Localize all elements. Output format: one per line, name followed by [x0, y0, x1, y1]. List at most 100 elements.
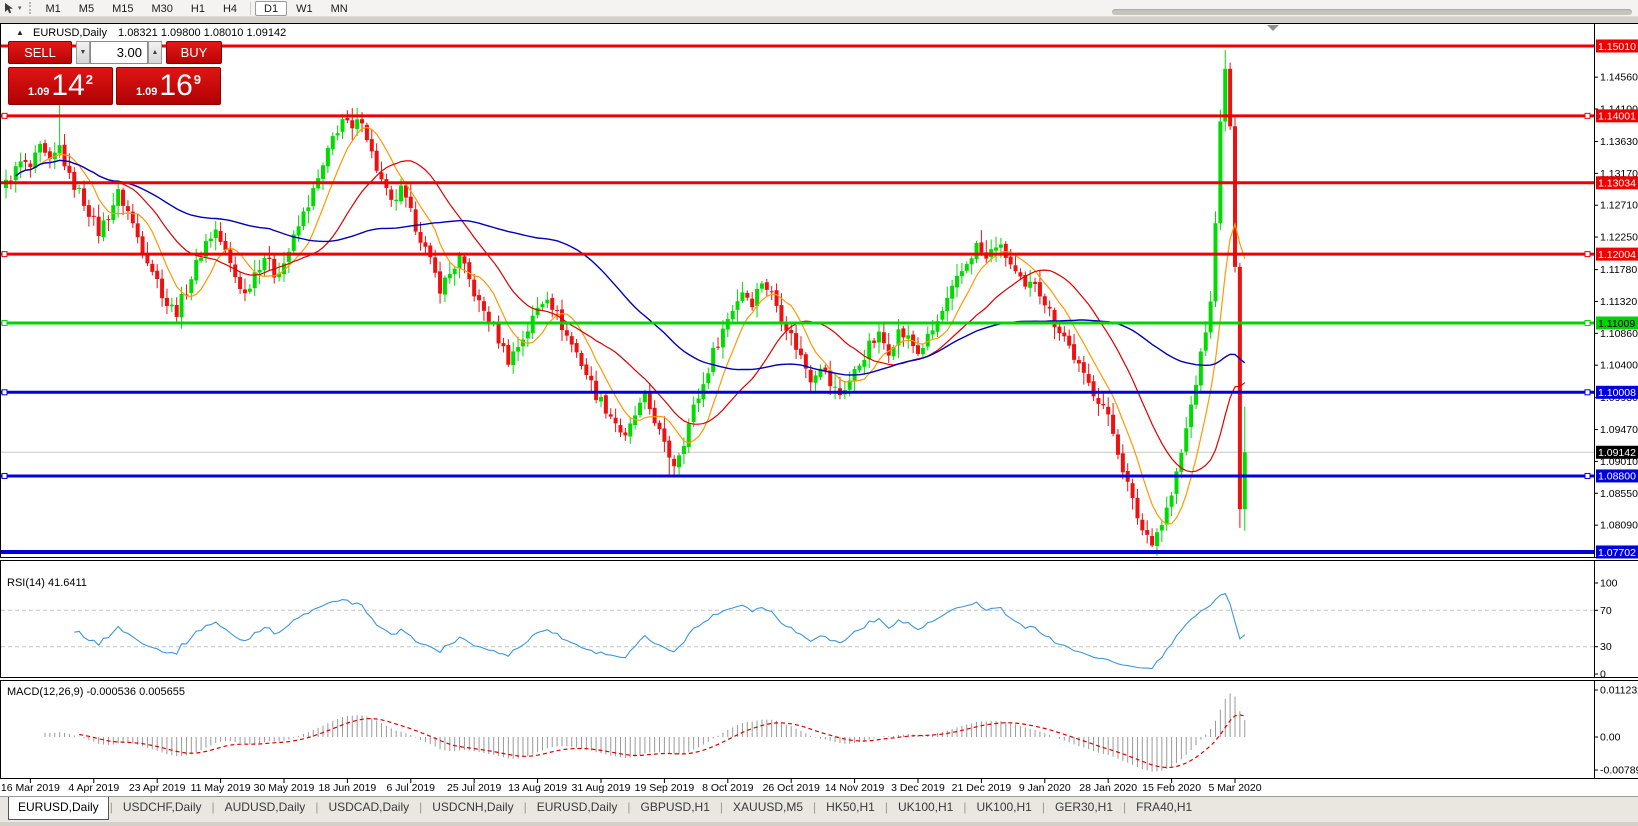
timeframe-button-d1[interactable]: D1: [255, 0, 288, 16]
timeframe-toolbar: ▾ M1 M5 M15 M30 H1 H4 D1 W1 MN: [0, 0, 1638, 17]
candle-body: [486, 311, 491, 322]
volume-input[interactable]: [90, 41, 148, 64]
chart-tab-eurusd-daily[interactable]: EURUSD,Daily: [8, 797, 109, 820]
candle-body: [379, 172, 384, 180]
line-anchor-marker[interactable]: [1, 389, 8, 396]
candle-body: [1115, 434, 1120, 455]
candle-body: [779, 305, 784, 322]
line-anchor-marker[interactable]: [1584, 320, 1591, 327]
candle-body: [1169, 495, 1174, 507]
candle-body: [481, 301, 486, 311]
timeframe-button-mn[interactable]: MN: [322, 1, 357, 16]
crosshair-tool-button[interactable]: ▾: [0, 1, 25, 16]
candle-body: [38, 143, 43, 153]
line-anchor-marker[interactable]: [1, 112, 8, 119]
candle-body: [18, 161, 23, 168]
chart-shift-marker-icon[interactable]: [1267, 25, 1279, 31]
line-anchor-marker[interactable]: [1584, 112, 1591, 119]
date-axis-label: 15 Feb 2020: [1142, 782, 1201, 794]
price-line-tag-text: 1.07702: [1598, 547, 1636, 559]
candle-body: [896, 329, 901, 346]
candle-body: [1174, 471, 1179, 494]
line-anchor-marker[interactable]: [1584, 472, 1591, 479]
chart-tab-usdcnh-daily[interactable]: USDCNH,Daily: [432, 800, 514, 814]
candle-body: [1033, 281, 1038, 284]
spread-decrease-button[interactable]: ▼: [76, 41, 90, 64]
candle-body: [47, 151, 52, 159]
timeframe-button-h1[interactable]: H1: [182, 1, 214, 16]
line-anchor-marker[interactable]: [1, 472, 8, 479]
candle-body: [1140, 519, 1145, 531]
chart-tab-fra40-h1[interactable]: FRA40,H1: [1136, 800, 1193, 814]
candle-body: [355, 119, 360, 129]
candle-body: [545, 299, 550, 304]
candle-body: [369, 139, 374, 152]
price-axis-tick: 1.08090: [1600, 520, 1638, 532]
candle-body: [511, 351, 516, 366]
price-axis-tick: 1.14560: [1600, 72, 1638, 84]
timeframe-button-h4[interactable]: H4: [214, 1, 246, 16]
chart-tab-gbpusd-h1[interactable]: GBPUSD,H1: [640, 800, 710, 814]
cursor-arrow-icon: [5, 2, 13, 13]
candle-body: [91, 215, 96, 217]
timeframe-buttons: M1 M5 M15 M30 H1 H4 D1 W1 MN: [37, 0, 357, 16]
candle-body: [540, 304, 545, 308]
candle-body: [657, 422, 662, 430]
timeframe-button-m15[interactable]: M15: [103, 1, 142, 16]
rsi-axis-tick: 70: [1600, 605, 1612, 617]
candle-body: [955, 275, 960, 288]
tab-separator: |: [884, 800, 888, 814]
candle-body: [647, 392, 652, 410]
candle-body: [223, 240, 228, 251]
price-axis-tick: 1.12250: [1600, 232, 1638, 244]
collapse-triangle-icon[interactable]: ▲: [16, 28, 24, 37]
candle-body: [1096, 397, 1101, 404]
timeframe-button-m5[interactable]: M5: [70, 1, 103, 16]
spread-increase-button[interactable]: ▲: [148, 41, 162, 64]
price-line-tag: [1596, 445, 1638, 459]
candle-body: [881, 332, 886, 344]
timeframe-button-w1[interactable]: W1: [287, 1, 322, 16]
candle-body: [608, 414, 613, 417]
candle-body: [901, 328, 906, 338]
candle-body: [755, 288, 760, 306]
date-axis-label: 13 Aug 2019: [508, 782, 567, 794]
tab-separator: |: [1041, 800, 1045, 814]
line-anchor-marker[interactable]: [1584, 251, 1591, 258]
line-anchor-marker[interactable]: [1, 320, 8, 327]
chart-tab-audusd-daily[interactable]: AUDUSD,Daily: [224, 800, 306, 814]
timeframe-button-m30[interactable]: M30: [142, 1, 181, 16]
chart-tab-ger30-h1[interactable]: GER30,H1: [1054, 800, 1114, 814]
price-line-tag: [1596, 316, 1638, 330]
candle-body: [1037, 282, 1042, 297]
candle-body: [447, 273, 452, 279]
chart-tab-hk50-h1[interactable]: HK50,H1: [826, 800, 875, 814]
buy-button[interactable]: BUY: [166, 41, 222, 64]
candle-body: [574, 343, 579, 353]
sell-button[interactable]: SELL: [8, 41, 72, 64]
candle-body: [423, 242, 428, 247]
line-anchor-marker[interactable]: [1584, 389, 1591, 396]
buy-price-button[interactable]: 1.09 16 9: [116, 67, 221, 105]
pane-border: [0, 560, 1595, 678]
chart-tab-uk100-h1[interactable]: UK100,H1: [897, 800, 954, 814]
candle-body: [1237, 266, 1242, 510]
rsi-axis-tick: 0: [1600, 669, 1606, 681]
chart-tab-eurusd-daily[interactable]: EURUSD,Daily: [536, 800, 618, 814]
price-line-tag-text: 1.13034: [1598, 178, 1636, 190]
line-anchor-marker[interactable]: [1, 251, 8, 258]
sell-price-button[interactable]: 1.09 14 2: [8, 67, 113, 105]
chart-tab-usdchf-daily[interactable]: USDCHF,Daily: [122, 800, 202, 814]
chart-tab-xauusd-m5[interactable]: XAUUSD,M5: [733, 800, 804, 814]
timeframe-button-m1[interactable]: M1: [37, 1, 70, 16]
date-axis-label: 31 Aug 2019: [572, 782, 631, 794]
candle-body: [106, 219, 111, 221]
date-axis-label: 14 Nov 2019: [825, 782, 885, 794]
candle-body: [28, 163, 33, 168]
candle-body: [964, 264, 969, 271]
chart-tab-usdcad-daily[interactable]: USDCAD,Daily: [328, 800, 410, 814]
candle-body: [638, 402, 643, 416]
candle-body: [711, 347, 716, 373]
chart-tab-uk100-h1[interactable]: UK100,H1: [976, 800, 1032, 814]
